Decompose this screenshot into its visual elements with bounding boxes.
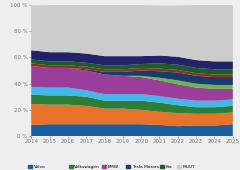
Legend: Volvo, Mercedes-Benz, Volkswagen, Toyota, BMW, Polestar, Tesla Motors, Skoda, Ki: Volvo, Mercedes-Benz, Volkswagen, Toyota… [28, 164, 196, 170]
